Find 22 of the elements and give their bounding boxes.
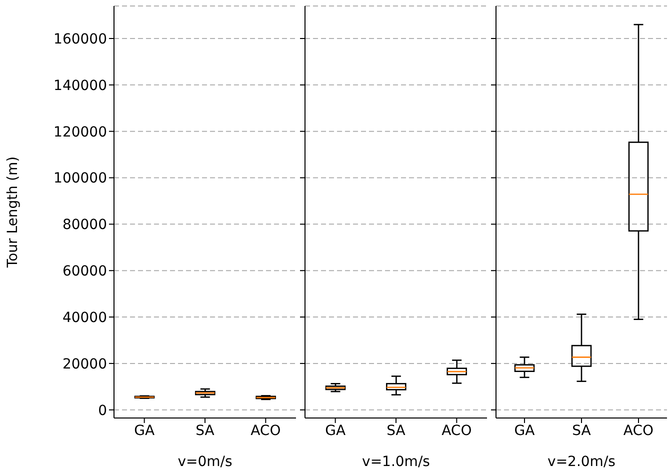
x-tick-label: SA [196,422,215,439]
x-tick-label: GA [514,422,536,439]
x-tick-label: GA [325,422,346,439]
y-tick-label: 140000 [54,78,107,94]
x-tick-label: ACO [250,422,281,439]
x-tick-label: GA [134,422,155,439]
y-tick-label: 20000 [62,356,107,372]
y-tick-label: 60000 [62,264,107,280]
x-tick-label: ACO [442,422,472,439]
y-tick-label: 120000 [54,124,107,140]
y-axis-title: Tour Length (m) [4,156,21,269]
x-axis-title: v=0m/s [178,454,232,470]
x-axis-title: v=1.0m/s [362,454,430,470]
y-tick-label: 40000 [62,310,107,326]
y-tick-label: 100000 [54,170,107,187]
x-tick-label: SA [572,422,592,439]
x-tick-label: SA [386,422,406,439]
y-tick-label: 160000 [54,31,107,48]
y-tick-label: 0 [98,402,107,419]
x-axis-title: v=2.0m/s [548,454,616,470]
x-tick-label: ACO [623,422,654,439]
y-tick-label: 80000 [62,217,107,234]
